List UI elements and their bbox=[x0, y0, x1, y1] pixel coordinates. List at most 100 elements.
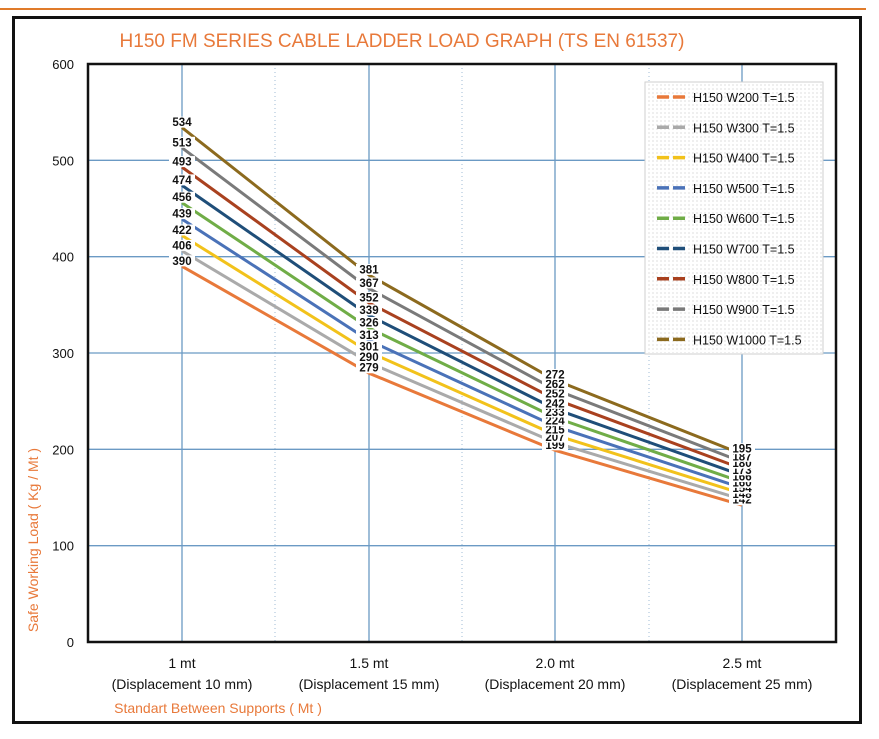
y-tick-label: 500 bbox=[52, 153, 74, 168]
legend-entry: H150 W500 T=1.5 bbox=[693, 182, 795, 196]
data-label: 352 bbox=[359, 292, 378, 304]
y-tick-label: 300 bbox=[52, 346, 74, 361]
x-tick-sublabel: (Displacement 20 mm) bbox=[485, 676, 626, 692]
data-label-bg bbox=[729, 450, 755, 462]
series-line bbox=[181, 234, 743, 496]
data-label-bg bbox=[169, 208, 195, 220]
data-label-bg bbox=[356, 277, 382, 289]
data-label-bg bbox=[169, 224, 195, 236]
data-label-bg bbox=[356, 263, 382, 275]
x-tick-label: 1 mt bbox=[168, 655, 195, 671]
data-label-bg bbox=[729, 482, 755, 494]
data-label: 339 bbox=[359, 305, 378, 317]
data-label-bg bbox=[169, 116, 195, 128]
data-label: 224 bbox=[545, 416, 565, 428]
data-label-bg bbox=[356, 304, 382, 316]
data-label-bg bbox=[169, 239, 195, 251]
x-axis-label: Standart Between Supports ( Mt ) bbox=[114, 700, 322, 716]
legend-entry: H150 W300 T=1.5 bbox=[693, 121, 795, 135]
data-label: 215 bbox=[545, 424, 565, 436]
y-tick-label: 600 bbox=[52, 57, 74, 72]
data-label: 199 bbox=[545, 440, 564, 452]
data-label: 534 bbox=[172, 117, 192, 129]
data-label: 439 bbox=[172, 209, 191, 221]
data-label-bg bbox=[169, 136, 195, 148]
data-label: 195 bbox=[732, 444, 752, 456]
series-line bbox=[181, 249, 743, 501]
data-label-bg bbox=[542, 415, 568, 427]
data-label: 493 bbox=[172, 157, 191, 169]
y-tick-label: 200 bbox=[52, 442, 74, 457]
top-accent-rule bbox=[0, 8, 866, 10]
data-label-bg bbox=[729, 494, 755, 506]
data-label: 367 bbox=[359, 278, 378, 290]
data-label-bg bbox=[169, 191, 195, 203]
data-label: 456 bbox=[172, 192, 191, 204]
data-label: 326 bbox=[359, 317, 378, 329]
data-label: 242 bbox=[545, 398, 564, 410]
data-label-bg bbox=[729, 457, 755, 469]
data-label: 187 bbox=[732, 451, 751, 463]
data-label-bg bbox=[356, 362, 382, 374]
y-tick-label: 400 bbox=[52, 250, 74, 265]
plot-area-border bbox=[86, 62, 838, 644]
data-label-bg bbox=[169, 255, 195, 267]
data-label-bg bbox=[542, 388, 568, 400]
data-label-bg bbox=[356, 351, 382, 363]
series-line bbox=[181, 184, 743, 477]
data-label-bg bbox=[542, 368, 568, 380]
data-label: 422 bbox=[172, 225, 191, 237]
data-label-bg bbox=[542, 431, 568, 443]
data-label: 233 bbox=[545, 407, 564, 419]
data-label: 474 bbox=[172, 175, 192, 187]
x-tick-label: 2.5 mt bbox=[723, 655, 762, 671]
y-tick-label: 100 bbox=[52, 539, 74, 554]
x-tick-label: 2.0 mt bbox=[536, 655, 575, 671]
data-label-bg bbox=[169, 174, 195, 186]
x-tick-sublabel: (Displacement 25 mm) bbox=[672, 676, 813, 692]
legend-entry: H150 W400 T=1.5 bbox=[693, 152, 795, 166]
data-label: 272 bbox=[545, 369, 564, 381]
x-tick-label: 1.5 mt bbox=[350, 655, 389, 671]
data-label-bg bbox=[169, 156, 195, 168]
data-label-bg bbox=[729, 476, 755, 488]
series-line bbox=[181, 217, 743, 490]
data-label-bg bbox=[542, 397, 568, 409]
data-label-bg bbox=[356, 291, 382, 303]
y-tick-label: 0 bbox=[67, 635, 74, 650]
chart-title: H150 FM SERIES CABLE LADDER LOAD GRAPH (… bbox=[120, 31, 685, 52]
data-label: 513 bbox=[172, 137, 191, 149]
y-axis-label: Safe Working Load ( Kg / Mt ) bbox=[25, 448, 41, 632]
legend-entry: H150 W600 T=1.5 bbox=[693, 212, 795, 226]
legend-entry: H150 W200 T=1.5 bbox=[693, 91, 795, 105]
data-label: 207 bbox=[545, 432, 564, 444]
data-label: 406 bbox=[172, 240, 191, 252]
data-label: 290 bbox=[359, 352, 378, 364]
series-line bbox=[181, 201, 743, 484]
data-label-bg bbox=[542, 439, 568, 451]
data-label: 313 bbox=[359, 330, 378, 342]
x-tick-sublabel: (Displacement 15 mm) bbox=[299, 676, 440, 692]
legend-entry: H150 W700 T=1.5 bbox=[693, 243, 795, 257]
data-label-bg bbox=[729, 464, 755, 476]
data-label: 301 bbox=[359, 342, 379, 354]
series-line bbox=[181, 126, 743, 456]
series-line bbox=[181, 165, 743, 471]
data-label-bg bbox=[542, 406, 568, 418]
data-label-bg bbox=[356, 316, 382, 328]
legend-entry: H150 W800 T=1.5 bbox=[693, 273, 795, 287]
data-label-bg bbox=[729, 443, 755, 455]
data-label: 252 bbox=[545, 389, 564, 401]
data-label-bg bbox=[729, 488, 755, 500]
data-label: 262 bbox=[545, 379, 564, 391]
series-line bbox=[181, 146, 743, 464]
data-label: 390 bbox=[172, 256, 191, 268]
data-label: 279 bbox=[359, 363, 378, 375]
x-tick-sublabel: (Displacement 10 mm) bbox=[112, 676, 253, 692]
data-label-bg bbox=[542, 423, 568, 435]
data-label-bg bbox=[356, 341, 382, 353]
data-label-bg bbox=[542, 378, 568, 390]
series-line bbox=[181, 264, 743, 507]
data-label-bg bbox=[729, 471, 755, 483]
legend-entry: H150 W1000 T=1.5 bbox=[693, 333, 802, 347]
